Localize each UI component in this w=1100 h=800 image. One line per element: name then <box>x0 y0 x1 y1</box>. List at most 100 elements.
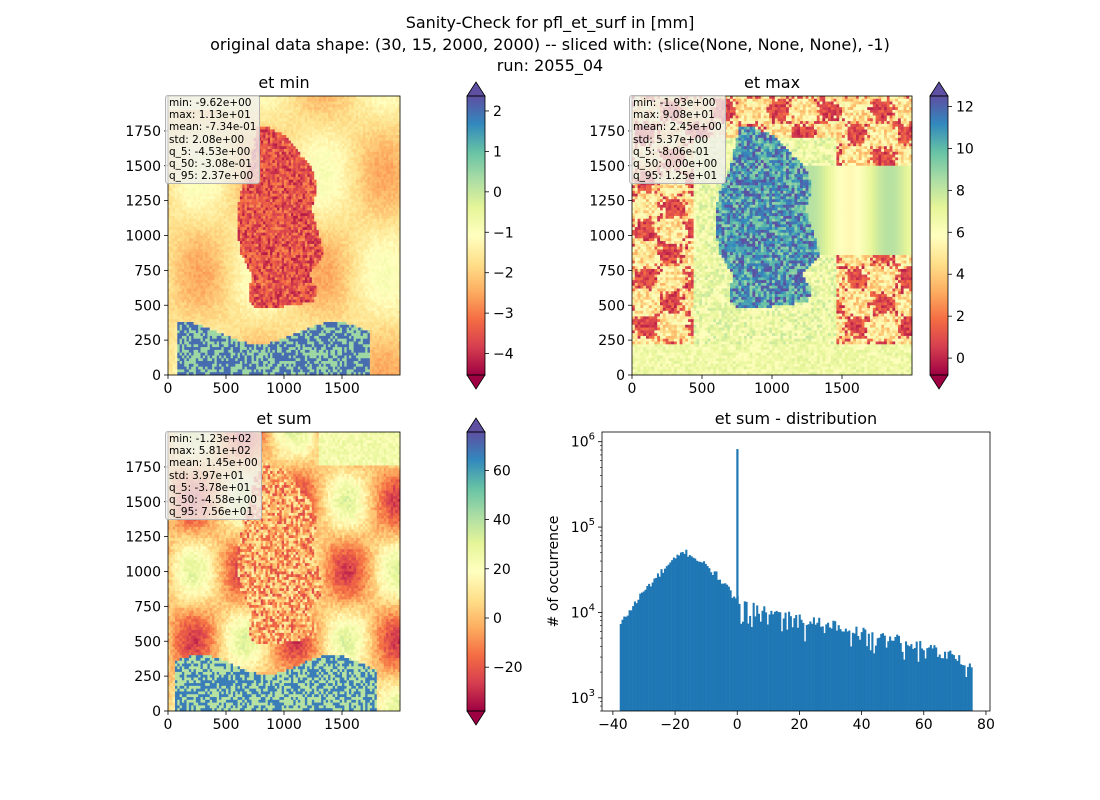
et-min-pixel <box>277 99 280 102</box>
et-min-pixel <box>328 113 331 116</box>
et-min-pixel <box>296 155 299 158</box>
et-min-pixel <box>268 146 271 149</box>
et-min-pixel <box>347 135 350 138</box>
et-min-pixel <box>256 210 259 213</box>
et-min-pixel <box>335 219 338 222</box>
et-min-pixel <box>379 208 382 211</box>
et-min-pixel <box>326 169 329 172</box>
et-min-pixel <box>384 180 387 183</box>
et-min-pixel <box>191 219 194 222</box>
et-min-pixel <box>219 191 222 194</box>
et-min-pixel <box>388 169 391 172</box>
et-min-pixel <box>224 196 227 199</box>
et-min-pixel <box>335 146 338 149</box>
et-min-pixel <box>347 171 350 174</box>
et-min-pixel <box>365 216 368 219</box>
et-min-pixel <box>379 213 382 216</box>
et-min-pixel <box>303 171 306 174</box>
et-min-pixel <box>300 177 303 180</box>
et-min-pixel <box>275 143 278 146</box>
et-min-pixel <box>291 155 294 158</box>
et-min-pixel <box>310 104 313 107</box>
et-min-pixel <box>238 222 241 225</box>
et-min-pixel <box>351 96 354 99</box>
et-min-pixel <box>293 113 296 116</box>
et-min-pixel <box>333 216 336 219</box>
et-min-pixel <box>330 230 333 233</box>
et-min-pixel <box>363 169 366 172</box>
et-min-pixel <box>184 185 187 188</box>
et-min-pixel <box>340 222 343 225</box>
et-min-pixel <box>314 185 317 188</box>
et-min-pixel <box>326 129 329 132</box>
et-min-pixel <box>272 222 275 225</box>
et-min-pixel <box>293 169 296 172</box>
et-min-pixel <box>270 174 273 177</box>
et-min-pixel <box>316 152 319 155</box>
et-min-pixel <box>219 227 222 230</box>
et-min-pixel <box>307 188 310 191</box>
et-min-pixel <box>363 163 366 166</box>
et-min-pixel <box>356 166 359 169</box>
et-min-pixel <box>247 224 250 227</box>
et-min-pixel <box>263 222 266 225</box>
et-min-pixel <box>214 224 217 227</box>
et-min-pixel <box>312 208 315 211</box>
et-min-pixel <box>205 208 208 211</box>
et-min-pixel <box>182 205 185 208</box>
et-min-pixel <box>365 152 368 155</box>
et-min-pixel <box>235 199 238 202</box>
et-min-pixel <box>372 219 375 222</box>
et-min-pixel <box>217 202 220 205</box>
et-min-pixel <box>268 124 271 127</box>
et-min-pixel <box>303 160 306 163</box>
et-min-pixel <box>328 141 331 144</box>
et-min-pixel <box>395 205 398 208</box>
et-min-pixel <box>245 196 248 199</box>
et-min-pixel <box>205 224 208 227</box>
et-min-pixel <box>328 157 331 160</box>
et-min-pixel <box>296 104 299 107</box>
et-min-pixel <box>323 210 326 213</box>
et-min-pixel <box>377 194 380 197</box>
et-min-pixel <box>372 118 375 121</box>
et-min-pixel <box>335 96 338 99</box>
et-min-pixel <box>314 113 317 116</box>
et-min-pixel <box>289 213 292 216</box>
et-min-pixel <box>298 227 301 230</box>
et-min-pixel <box>210 210 213 213</box>
et-min-pixel <box>393 213 396 216</box>
et-min-pixel <box>224 199 227 202</box>
et-min-pixel <box>219 196 222 199</box>
et-min-pixel <box>300 102 303 105</box>
et-min-pixel <box>365 127 368 130</box>
et-min-pixel <box>384 110 387 113</box>
et-min-pixel <box>326 224 329 227</box>
et-min-pixel <box>170 199 173 202</box>
et-min-pixel <box>245 188 248 191</box>
et-min-pixel <box>284 222 287 225</box>
et-min-pixel <box>270 196 273 199</box>
et-min-pixel <box>368 155 371 158</box>
et-min-pixel <box>305 169 308 172</box>
et-min-pixel <box>377 222 380 225</box>
et-min-pixel <box>238 202 241 205</box>
et-min-pixel <box>252 213 255 216</box>
et-min-pixel <box>291 219 294 222</box>
et-min-pixel <box>347 124 350 127</box>
et-min-pixel <box>344 177 347 180</box>
et-min-pixel <box>393 149 396 152</box>
et-min-pixel <box>277 129 280 132</box>
et-min-pixel <box>379 102 382 105</box>
et-min-pixel <box>381 155 384 158</box>
et-min-pixel <box>242 213 245 216</box>
et-min-pixel <box>368 230 371 233</box>
et-min-pixel <box>212 210 215 213</box>
et-min-pixel <box>319 104 322 107</box>
et-min-pixel <box>268 222 271 225</box>
et-min-pixel <box>200 188 203 191</box>
et-min-pixel <box>180 185 183 188</box>
et-min-pixel <box>319 222 322 225</box>
et-min-pixel <box>351 157 354 160</box>
et-min-pixel <box>340 169 343 172</box>
